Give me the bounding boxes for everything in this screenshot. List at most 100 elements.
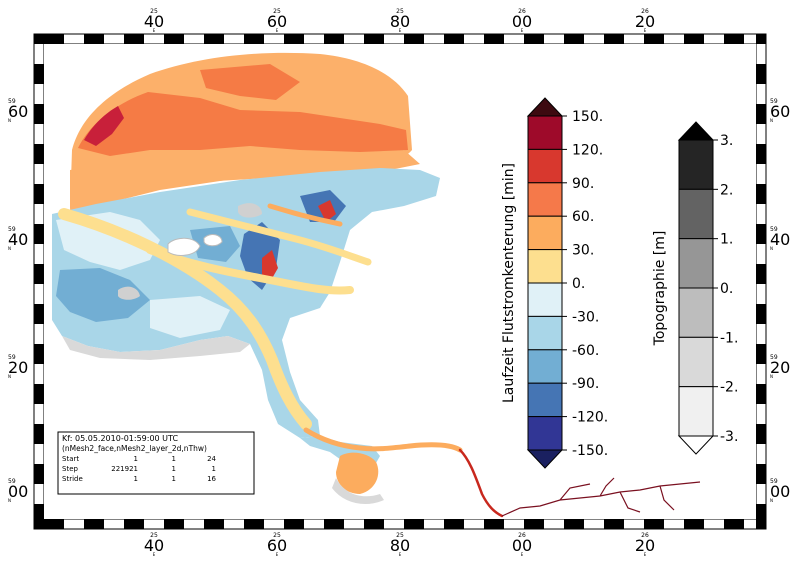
topo-legend-swatch	[678, 386, 714, 437]
tick-bottom: 26 E00	[512, 532, 532, 557]
tick-bottom: 25 E40	[144, 532, 164, 557]
flut-legend-swatch	[527, 148, 563, 184]
tick-left-hemisphere: N	[8, 498, 11, 503]
topo-legend-title: Topographie [m]	[652, 231, 668, 347]
tick-top-minute: 80	[390, 12, 410, 31]
topo-legend-swatch	[678, 287, 714, 338]
tick-left-hemisphere: N	[8, 246, 11, 251]
frame-segment-left	[34, 224, 44, 244]
tick-bottom-degree: 25	[273, 532, 281, 539]
tick-right-hemisphere: N	[770, 118, 773, 123]
flut-legend-tick-label: 30.	[572, 243, 594, 259]
tick-right-minute: 40	[770, 230, 790, 249]
tick-right-hemisphere: N	[770, 246, 773, 251]
frame-segment-right	[756, 504, 766, 519]
frame-segment-left	[34, 64, 44, 84]
frame-segment-bottom	[564, 519, 584, 529]
frame-segment-top	[324, 34, 344, 44]
frame-segment-top	[284, 34, 304, 44]
tick-top: 25 E80	[390, 8, 410, 33]
frame-corner	[34, 519, 44, 529]
frame-segment-top	[524, 34, 544, 44]
frame-segment-left	[34, 384, 44, 404]
tick-bottom-degree: 26	[518, 532, 526, 539]
tick-top-hemisphere: E	[153, 28, 156, 33]
flut-legend-tick-label: 150.	[572, 109, 603, 125]
island-3	[238, 203, 262, 218]
tick-top-degree: 26	[518, 8, 526, 15]
tick-left-degree: 59	[8, 98, 16, 105]
frame-segment-bottom	[524, 519, 544, 529]
tick-bottom-hemisphere: E	[276, 552, 279, 557]
frame-segment-bottom	[124, 519, 144, 529]
tick-right: 59 N60	[770, 98, 790, 123]
info-start-v1: 1	[134, 455, 138, 463]
info-start-v3: 24	[207, 455, 216, 463]
flut-legend-swatch	[527, 249, 563, 284]
flut-legend-tick-label: -150.	[572, 443, 608, 459]
frame-segment-left	[34, 264, 44, 284]
frame-segment-bottom	[644, 519, 664, 529]
frame-segment-bottom	[484, 519, 504, 529]
flut-legend-swatch	[527, 215, 563, 251]
side-channel-3	[267, 203, 343, 227]
tick-bottom-degree: 25	[396, 532, 404, 539]
tick-right: 59 N20	[770, 354, 790, 379]
flut-legend-swatch	[527, 315, 563, 351]
bay-red-edge	[84, 106, 124, 146]
flut-legend-swatch	[527, 382, 563, 418]
bay-orange-patch	[78, 92, 408, 156]
frame-corner	[756, 34, 766, 44]
info-step-v3: 1	[212, 465, 216, 473]
tick-right: 59 N40	[770, 226, 790, 251]
tick-left-degree: 59	[8, 226, 16, 233]
tick-top-degree: 25	[150, 8, 158, 15]
topo-legend-tick-label: 1.	[720, 232, 733, 248]
tick-left-hemisphere: N	[8, 374, 11, 379]
tick-top-degree: 26	[641, 8, 649, 15]
info-start-v2: 1	[172, 455, 176, 463]
tick-right-degree: 59	[770, 354, 778, 361]
topo-legend-tick-label: -1.	[720, 330, 738, 346]
topo-legend-bottom-arrow	[677, 435, 715, 455]
inner-estuary-lobe	[336, 452, 379, 494]
legend-flutstrom: 150. 120. 90. 60. 30. 0. -30. -60. -90. -120. -150…	[501, 97, 608, 469]
tick-top-hemisphere: E	[399, 28, 402, 33]
tick-bottom-degree: 25	[150, 532, 158, 539]
tick-left-hemisphere: N	[8, 118, 11, 123]
tick-top-hemisphere: E	[644, 28, 647, 33]
bay-light-band	[70, 150, 420, 208]
frame-segment-bottom	[244, 519, 264, 529]
frame-corner	[756, 519, 766, 529]
tick-left-degree: 59	[8, 478, 16, 485]
estuary-mid-patch	[56, 268, 150, 322]
frame-segment-left	[34, 344, 44, 364]
frame-segment-top	[684, 34, 704, 44]
frame-segment-top	[204, 34, 224, 44]
topo-legend-tick-label: 0.	[720, 281, 733, 297]
tick-bottom-hemisphere: E	[521, 552, 524, 557]
tick-top: 26 E00	[512, 8, 532, 33]
frame-segment-left	[34, 144, 44, 164]
tick-right-minute: 00	[770, 482, 790, 501]
flut-legend-tick-label: -120.	[572, 410, 608, 426]
flut-legend-swatch	[527, 416, 563, 451]
flut-legend-swatch	[527, 349, 563, 384]
info-box-frame	[57, 431, 255, 495]
tick-top-hemisphere: E	[276, 28, 279, 33]
frame-segment-top	[244, 34, 264, 44]
tick-bottom: 25 E80	[390, 532, 410, 557]
frame-segment-top	[404, 34, 424, 44]
info-stride-v2: 1	[172, 475, 176, 483]
frame-segment-right	[756, 264, 766, 284]
frame-segment-right	[756, 424, 766, 444]
tick-top: 25 E40	[144, 8, 164, 33]
frame-segment-left	[34, 104, 44, 124]
flut-legend-tick-label: 120.	[572, 142, 603, 158]
river-branches	[501, 477, 701, 517]
flut-legend-tick-label: -60.	[572, 343, 599, 359]
frame-segment-top	[364, 34, 384, 44]
info-stride-v1: 1	[134, 475, 138, 483]
flut-legend-bottom-arrow	[526, 449, 564, 469]
info-box: Kf: 05.05.2010-01:59:00 UTC (nMesh2_face…	[57, 431, 255, 495]
